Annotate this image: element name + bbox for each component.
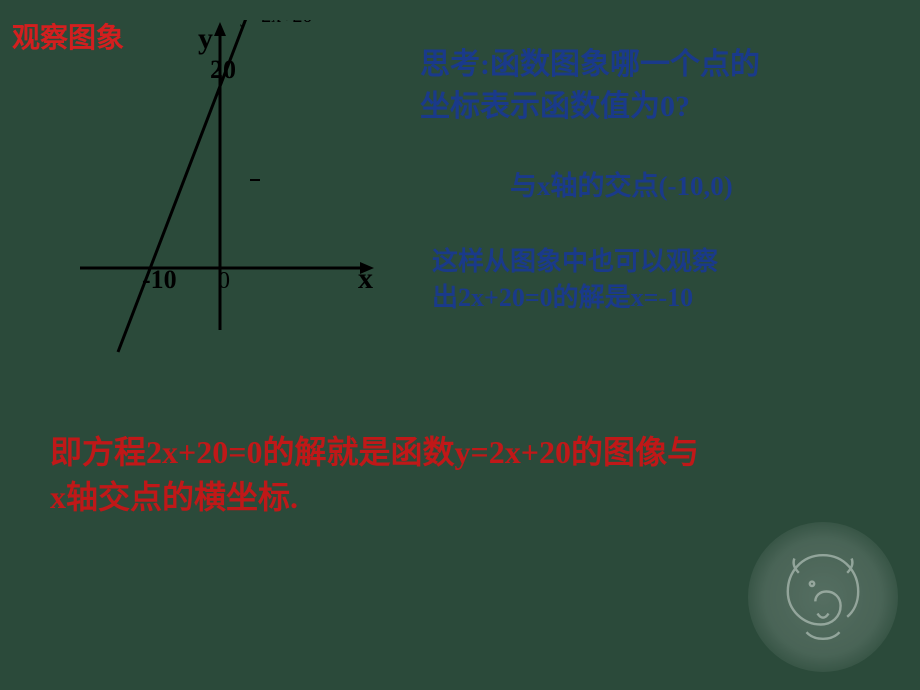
text-line: 出2x+20=0的解是x=-10 — [432, 280, 718, 316]
dragon-icon — [768, 542, 878, 652]
svg-text:0: 0 — [218, 268, 230, 294]
text-line: 这样从图象中也可以观察 — [432, 244, 718, 280]
svg-text:20: 20 — [210, 55, 236, 84]
question-text: 思考:函数图象哪一个点的坐标表示函数值为0? — [420, 44, 760, 128]
text-line: x轴交点的横坐标. — [50, 475, 699, 520]
decorative-watermark — [748, 522, 898, 672]
svg-text:x: x — [358, 262, 373, 295]
graph-container: y=2x+20 y x 0 20 -10 — [70, 20, 380, 365]
text-line: 即方程2x+20=0的解就是函数y=2x+20的图像与 — [50, 430, 699, 475]
conclusion-text: 即方程2x+20=0的解就是函数y=2x+20的图像与x轴交点的横坐标. — [50, 430, 699, 520]
text-line: 思考:函数图象哪一个点的 — [420, 44, 760, 86]
intersection-answer: 与x轴的交点(-10,0) — [510, 168, 733, 206]
svg-text:y=2x+20: y=2x+20 — [240, 20, 313, 27]
linear-graph: y=2x+20 y x 0 20 -10 — [70, 20, 380, 360]
observation-text: 这样从图象中也可以观察出2x+20=0的解是x=-10 — [432, 244, 718, 317]
svg-text:y: y — [198, 22, 213, 55]
text-line: 坐标表示函数值为0? — [420, 86, 760, 128]
svg-text:-10: -10 — [142, 265, 177, 294]
